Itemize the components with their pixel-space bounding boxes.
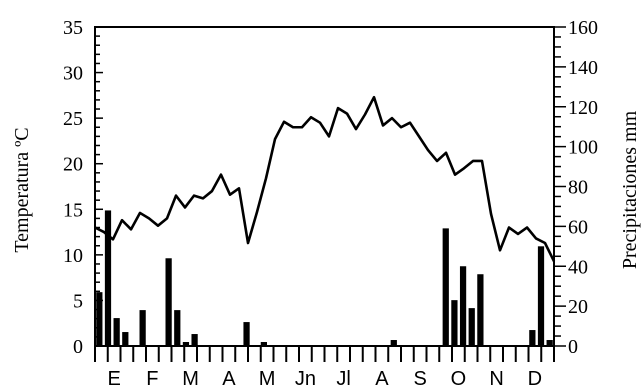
precip-bar-44 [477, 274, 484, 346]
month-label-9: O [451, 368, 467, 390]
precip-bar-5 [139, 310, 146, 346]
precip-bar-9 [174, 310, 181, 346]
precip-bar-17 [243, 322, 250, 346]
right-tick-label-120: 120 [568, 97, 598, 119]
right-axis: 0 20 40 60 80 100 120 140 160 [554, 17, 598, 358]
left-tick-label-15: 15 [63, 199, 83, 221]
right-tick-label-140: 140 [568, 57, 598, 79]
month-label-7: A [375, 368, 389, 390]
precip-bar-40 [442, 228, 449, 346]
precip-bar-19 [260, 342, 267, 346]
precip-bar-50 [529, 330, 536, 346]
left-tick-label-10: 10 [63, 245, 83, 267]
precip-bar-52 [546, 340, 553, 346]
left-tick-label-30: 30 [63, 63, 83, 85]
month-label-3: A [222, 368, 236, 390]
month-label-1: F [146, 368, 158, 390]
left-tick-label-5: 5 [73, 290, 83, 312]
precip-bar-2 [113, 318, 120, 346]
temperature-line [94, 95, 556, 262]
left-axis-title: Temperatura ºC [11, 127, 33, 252]
precip-bar-3 [122, 332, 129, 346]
month-label-0: E [107, 368, 120, 390]
x-axis: E F M A M Jn Jl A S O N D [94, 346, 555, 390]
right-tick-label-60: 60 [568, 216, 588, 238]
precip-bar-10 [182, 342, 190, 346]
left-tick-label-0: 0 [73, 336, 83, 358]
precip-bar-1 [104, 210, 112, 346]
month-label-4: M [259, 368, 276, 390]
right-axis-title: Precipitaciones mm [619, 110, 641, 269]
temperature-line-layer [94, 95, 556, 262]
precip-bar-41 [451, 300, 458, 346]
precip-bar-42 [459, 266, 467, 346]
precip-bar-8 [165, 258, 172, 346]
month-label-5: Jn [295, 368, 316, 390]
right-tick-label-160: 160 [568, 17, 598, 39]
precip-bar-11 [191, 334, 198, 346]
precip-bar-34 [390, 340, 397, 346]
left-tick-label-25: 25 [63, 108, 83, 130]
precip-bar-51 [537, 246, 545, 346]
precip-bar-43 [468, 308, 475, 346]
right-tick-label-100: 100 [568, 137, 598, 159]
month-label-2: M [182, 368, 199, 390]
month-label-8: S [413, 368, 426, 390]
right-tick-label-20: 20 [568, 296, 588, 318]
left-tick-label-35: 35 [63, 17, 83, 39]
month-label-6: Jl [336, 368, 350, 390]
right-tick-label-40: 40 [568, 256, 588, 278]
right-tick-label-80: 80 [568, 177, 588, 199]
left-axis: 0 5 10 15 20 25 30 35 [63, 17, 103, 358]
precipitation-bars [96, 210, 553, 346]
month-label-10: N [489, 368, 503, 390]
right-tick-label-0: 0 [568, 336, 578, 358]
left-tick-label-20: 20 [63, 154, 83, 176]
month-label-11: D [528, 368, 542, 390]
